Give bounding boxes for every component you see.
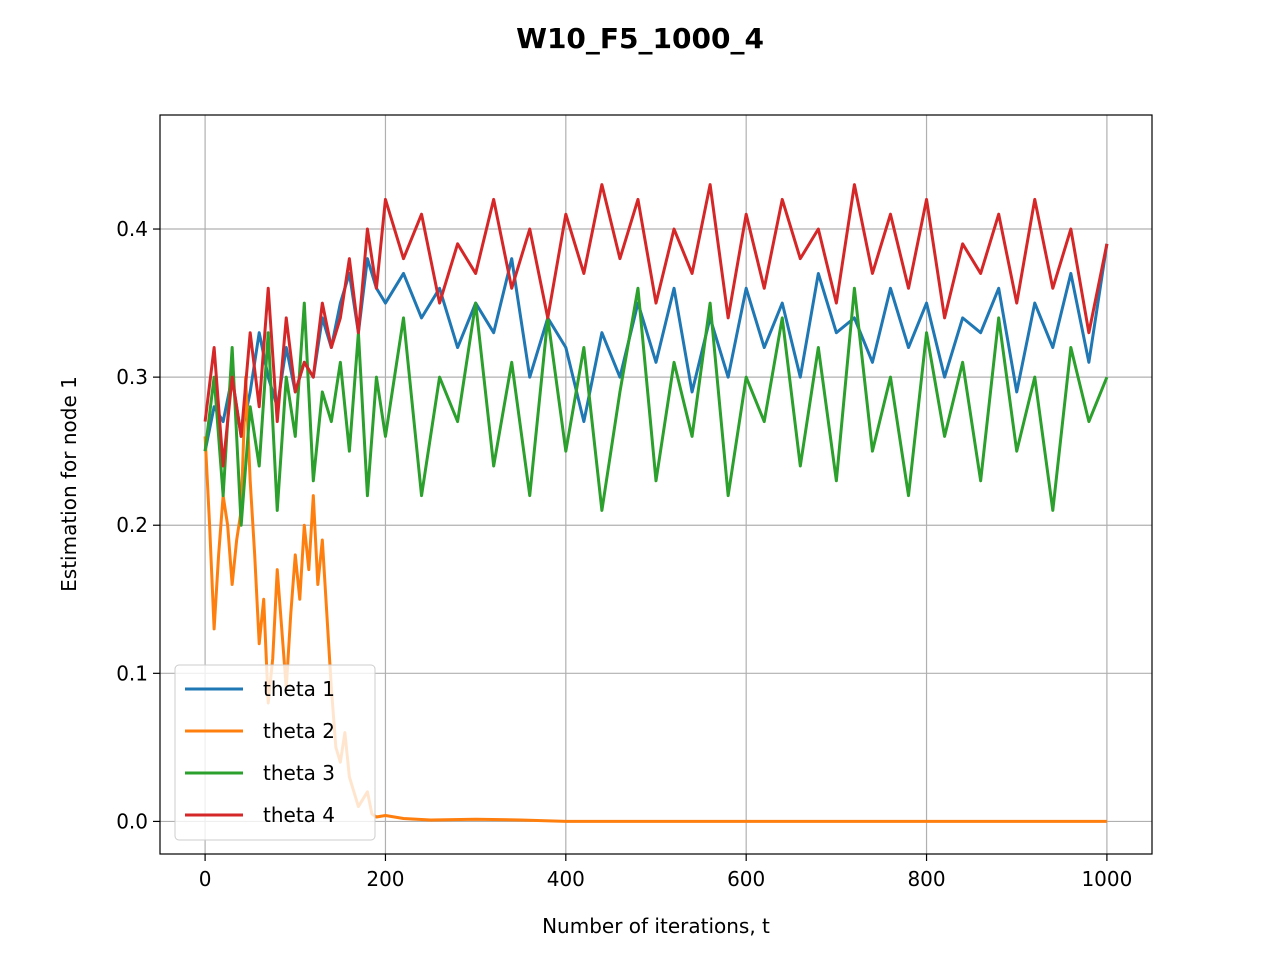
x-tick-label: 1000 xyxy=(1081,867,1132,891)
y-axis-label: Estimation for node 1 xyxy=(57,376,81,592)
legend: theta 1 theta 2 theta 3 theta 4 xyxy=(174,664,376,841)
series-line-theta-4 xyxy=(203,183,1109,468)
x-tick-label: 400 xyxy=(547,867,585,891)
legend-box xyxy=(174,664,376,841)
plot-frame xyxy=(159,114,1153,855)
legend-label-theta-3: theta 3 xyxy=(263,761,335,785)
chart-title: W10_F5_1000_4 xyxy=(516,22,764,55)
series-layer xyxy=(203,183,1109,823)
legend-label-theta-4: theta 4 xyxy=(263,803,335,827)
y-axis: 0.0 0.1 0.2 0.3 0.4 xyxy=(116,217,160,833)
x-tick-label: 0 xyxy=(199,867,212,891)
x-tick-label: 200 xyxy=(366,867,404,891)
legend-label-theta-2: theta 2 xyxy=(263,719,335,743)
series-line-theta-2 xyxy=(203,375,1107,823)
series-line-theta-3 xyxy=(203,286,1109,527)
legend-label-theta-1: theta 1 xyxy=(263,677,335,701)
y-tick-label: 0.1 xyxy=(116,661,148,685)
y-tick-label: 0.2 xyxy=(116,513,148,537)
x-axis-label: Number of iterations, t xyxy=(542,914,770,938)
y-tick-label: 0.4 xyxy=(116,217,148,241)
y-tick-label: 0.3 xyxy=(116,365,148,389)
x-tick-label: 600 xyxy=(727,867,765,891)
x-tick-label: 800 xyxy=(907,867,945,891)
y-tick-label: 0.0 xyxy=(116,809,148,833)
x-axis: 0 200 400 600 800 1000 xyxy=(199,854,1132,891)
